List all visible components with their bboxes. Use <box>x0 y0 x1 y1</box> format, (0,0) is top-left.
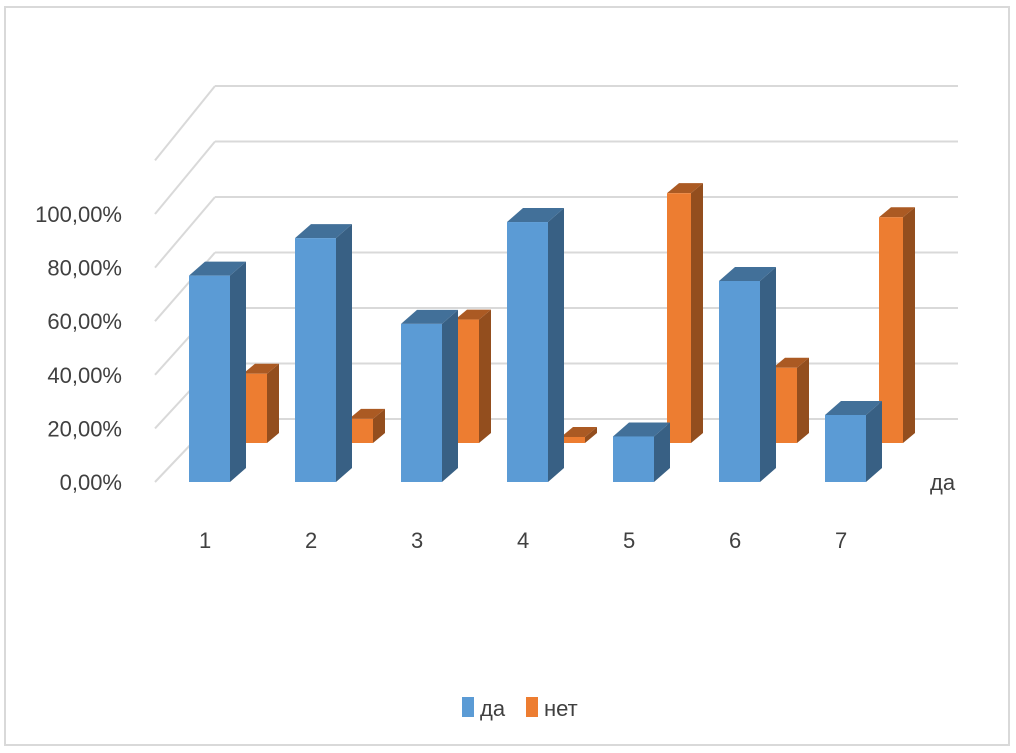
bar-net-7-side <box>903 207 915 443</box>
legend: да нет <box>462 696 578 721</box>
bar-net-6 <box>773 357 809 443</box>
bar-da-7 <box>825 401 882 482</box>
bar-net-5-top <box>667 183 703 194</box>
bar-net-1-side <box>267 363 279 443</box>
gridline-side <box>154 196 216 269</box>
x-tick-label: 4 <box>517 528 529 553</box>
bar-da-6 <box>719 267 776 482</box>
bar-da-4 <box>507 208 564 483</box>
gridline-side <box>154 85 216 162</box>
x-tick-label: 7 <box>835 528 847 553</box>
bar-net-1 <box>243 363 279 443</box>
y-tick-label: 80,00% <box>47 256 122 281</box>
y-tick-label: 60,00% <box>47 309 122 334</box>
bar-da-3-side <box>442 309 458 482</box>
series-net-bars <box>243 183 915 444</box>
bar-net-3-front <box>455 319 479 443</box>
legend-swatch-da <box>462 697 474 717</box>
bar-net-3-top <box>455 309 491 320</box>
y-axis-ticks: 0,00% 20,00% 40,00% 60,00% 80,00% 100,00% <box>35 202 122 495</box>
bar-net-3 <box>455 309 491 443</box>
bar-da-4-front <box>507 222 548 483</box>
bar-da-4-side <box>548 208 564 483</box>
bar-da-1 <box>189 261 246 482</box>
bar-da-5-top <box>613 422 670 437</box>
bar-da-3-front <box>401 323 442 482</box>
bar-net-5 <box>667 183 703 444</box>
bar-net-2-top <box>349 408 385 419</box>
bar-net-2-side <box>373 408 385 443</box>
x-axis-categories: 1 2 3 4 5 6 7 <box>199 528 847 553</box>
bar-da-2 <box>295 224 352 482</box>
bar-da-3 <box>401 309 458 482</box>
y-tick-label: 100,00% <box>35 202 122 227</box>
bar-net-6-front <box>773 367 797 443</box>
bar-da-5-side <box>654 422 670 482</box>
bar-da-6-front <box>719 281 760 482</box>
bar-net-2 <box>349 408 385 443</box>
depth-axis-label: да <box>930 470 956 495</box>
bar-net-4-front <box>561 436 585 443</box>
bar-da-2-side <box>336 224 352 482</box>
bar-da-3-top <box>401 309 458 324</box>
bar-net-7-front <box>879 217 903 443</box>
bar-da-5 <box>613 422 670 482</box>
bar-net-1-front <box>243 373 267 443</box>
legend-swatch-net <box>526 697 538 717</box>
x-tick-label: 2 <box>305 528 317 553</box>
bar-da-2-front <box>295 238 336 482</box>
bar-net-6-side <box>797 357 809 443</box>
bar-net-4 <box>561 426 597 443</box>
bar-da-6-side <box>760 267 776 482</box>
x-tick-label: 3 <box>411 528 423 553</box>
bar-net-6-top <box>773 357 809 368</box>
bar-net-7-top <box>879 207 915 218</box>
bar-net-2-front <box>349 418 373 443</box>
bar-da-6-top <box>719 267 776 281</box>
bar-da-4-top <box>507 208 564 223</box>
bar-da-7-top <box>825 401 882 415</box>
bar-net-3-side <box>479 309 491 443</box>
x-tick-label: 1 <box>199 528 211 553</box>
bar-net-5-front <box>667 193 691 443</box>
y-tick-label: 0,00% <box>60 470 122 495</box>
legend-label-net: нет <box>544 696 578 721</box>
x-tick-label: 6 <box>729 528 741 553</box>
bar-net-4-top <box>561 426 597 437</box>
bar-da-1-top <box>189 261 246 276</box>
x-tick-label: 5 <box>623 528 635 553</box>
bar-da-7-front <box>825 415 866 482</box>
bar-da-7-side <box>866 401 882 482</box>
y-tick-label: 40,00% <box>47 363 122 388</box>
bar-net-1-top <box>243 363 279 374</box>
bar-da-5-front <box>613 436 654 482</box>
bar-net-7 <box>879 207 915 443</box>
bar-da-1-front <box>189 275 230 482</box>
bar-da-1-side <box>230 261 246 482</box>
bar-net-5-side <box>691 183 703 444</box>
bar-da-2-top <box>295 224 352 239</box>
series-da-bars <box>189 208 882 483</box>
y-tick-label: 20,00% <box>47 416 122 441</box>
bar-net-4-side <box>585 426 597 443</box>
gridline-side <box>154 140 216 215</box>
legend-label-da: да <box>480 696 506 721</box>
